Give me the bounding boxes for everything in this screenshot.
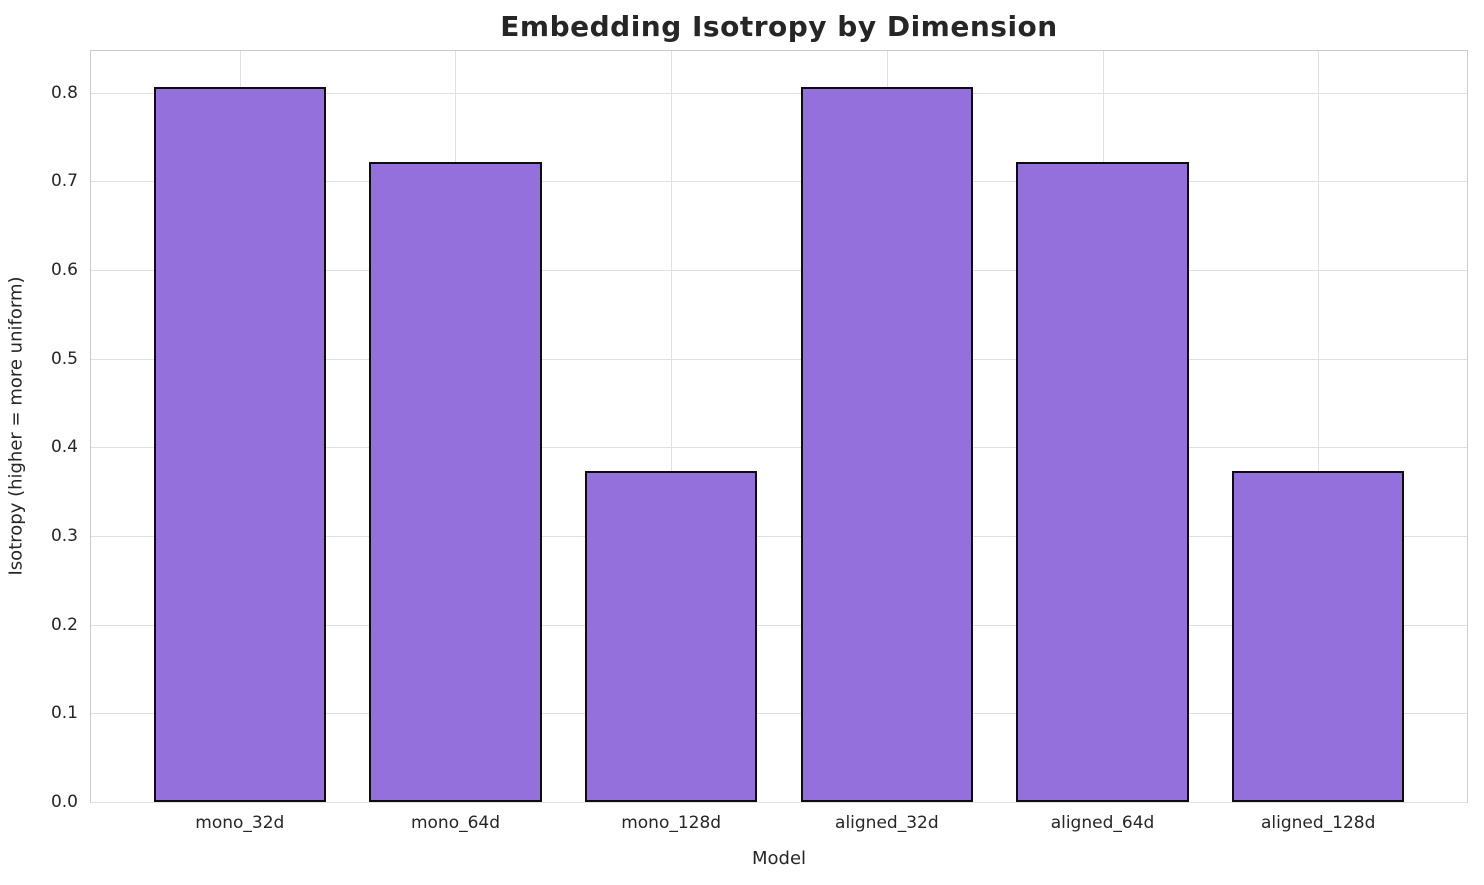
bar [1231, 471, 1405, 802]
x-axis-label: Model [751, 848, 807, 869]
x-tick-label: aligned_64d [1050, 813, 1155, 833]
y-tick-label: 0.2 [50, 614, 78, 635]
bar [800, 87, 974, 802]
x-tick-label: mono_128d [621, 813, 722, 833]
bar [153, 87, 327, 802]
y-gridline [91, 181, 1467, 183]
y-gridline [91, 713, 1467, 715]
chart-title: Embedding Isotropy by Dimension [500, 10, 1058, 43]
y-tick-label: 0.7 [50, 171, 78, 192]
bar [1016, 161, 1189, 802]
y-gridline [91, 536, 1467, 537]
y-gridline [91, 624, 1467, 626]
y-axis-label: Isotropy (higher = more uniform) [5, 276, 27, 576]
y-gridline [91, 447, 1467, 449]
y-gridline [91, 802, 1467, 803]
y-tick-label: 0.6 [50, 260, 78, 280]
x-gridline [671, 51, 673, 802]
y-tick-label: 0.5 [50, 348, 78, 369]
y-tick-label: 0.3 [50, 526, 78, 546]
x-tick-label: aligned_128d [1260, 813, 1376, 833]
bar [584, 471, 758, 802]
y-gridline [91, 92, 1467, 94]
x-gridline [1318, 51, 1320, 802]
x-tick-label: aligned_32d [835, 813, 939, 833]
y-tick-label: 0.0 [50, 792, 78, 812]
y-gridline [91, 270, 1467, 271]
plot-area: 0.0 0.1 0.2 0.3 0.4 0.5 0.6 0.7 0.8 mono_32d mono_… [51, 50, 1468, 833]
y-tick-label: 0.1 [50, 703, 78, 724]
x-tick-label: mono_32d [195, 813, 285, 833]
y-gridline [91, 358, 1467, 360]
y-tick-label: 0.8 [50, 82, 78, 103]
bar [369, 161, 542, 802]
y-tick-label: 0.4 [50, 437, 78, 458]
x-tick-label: mono_64d [410, 813, 501, 833]
